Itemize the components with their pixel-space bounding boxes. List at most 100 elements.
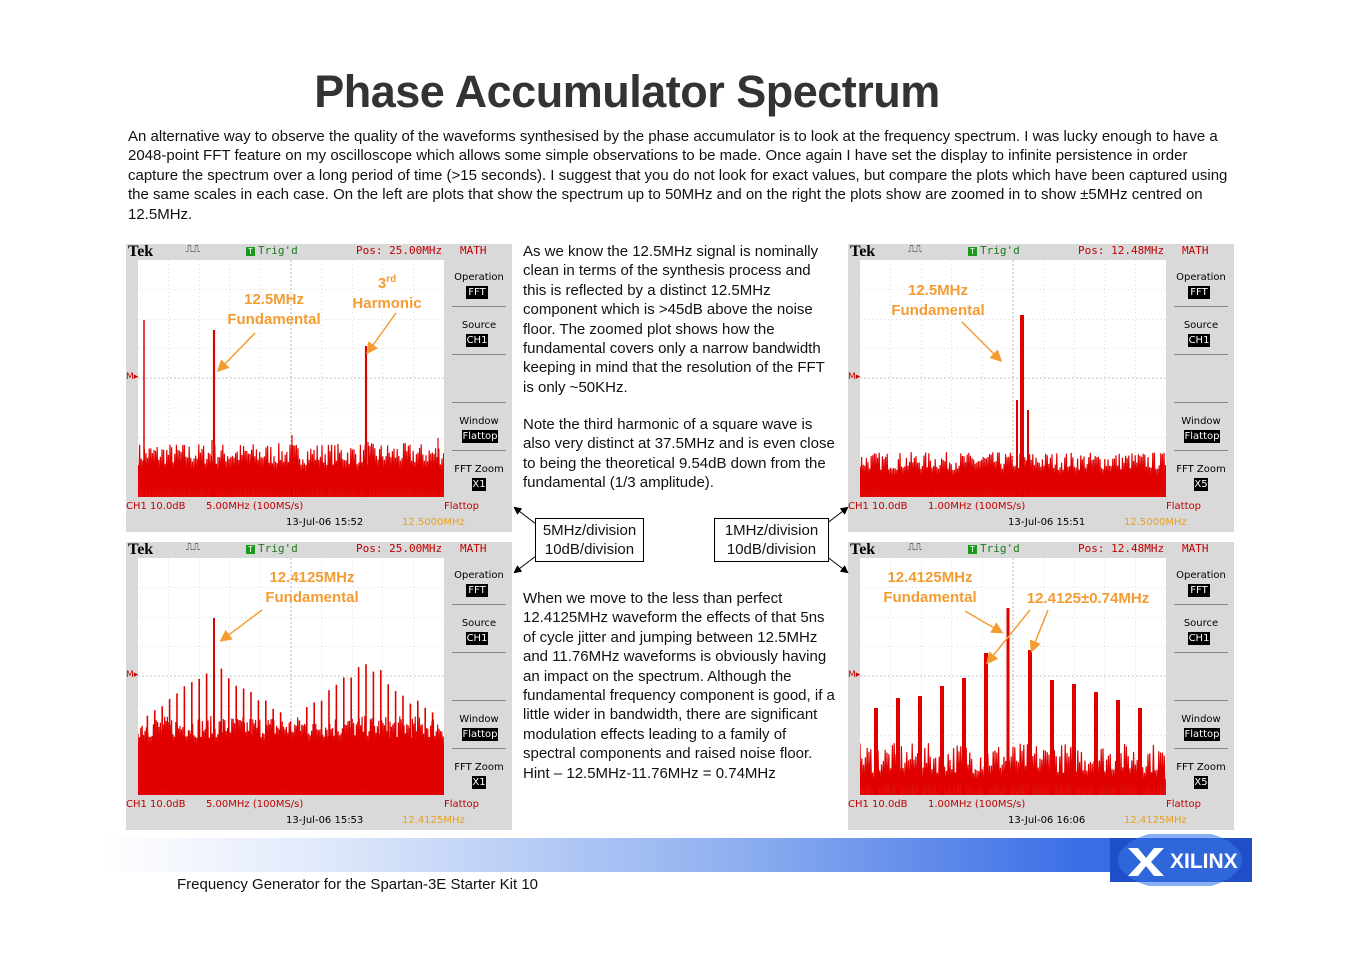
source-value[interactable]: CH1 [466,334,488,347]
window-value[interactable]: Flattop [1184,430,1220,443]
menu-side-panel: Operation FFT Source CH1 Window Flattop … [446,558,512,804]
scope-header: Tek ⎍⎍ T Trig'd Pos: 25.00MHz MATH [126,542,512,558]
window-value[interactable]: Flattop [462,430,498,443]
spectral-peak [343,677,345,795]
source-value[interactable]: CH1 [1188,334,1210,347]
position-readout: Pos: 25.00MHz [356,542,443,555]
span-readout: 1.00MHz (100MS/s) [928,501,1026,512]
spectral-peak [365,664,367,795]
spectral-peak [212,330,216,497]
spectral-peak [183,686,186,795]
math-marker: M▸ [848,372,861,382]
spectral-peak [984,653,988,795]
acquisition-icon: ⎍⎍ [908,244,922,255]
menu-side-panel: Operation FFT Source CH1 Window Flattop … [1168,558,1234,804]
scale-box-right: 1MHz/division 10dB/division [714,518,829,562]
trigger-status: T Trig'd [246,244,298,257]
spectral-peak [220,668,223,795]
footer-text: Frequency Generator for the Spartan-3E S… [177,876,539,893]
window-value[interactable]: Flattop [1184,728,1220,741]
scope-fullspan-12-4125: Tek ⎍⎍ T Trig'd Pos: 25.00MHz MATH Operat… [126,542,512,830]
page-title: Phase Accumulator Spectrum [314,66,940,117]
spectral-peak [228,678,230,795]
spectral-peak [306,707,308,795]
fft-zoom-label: FFT Zoom [1176,464,1226,475]
source-label: Source [461,618,497,629]
fft-zoom-label: FFT Zoom [1176,762,1226,773]
fft-zoom-value[interactable]: X1 [472,776,486,789]
menu-side-panel: Operation FFT Source CH1 Window Flattop … [446,260,512,506]
spectral-peak [424,707,426,795]
spectrum-display [138,260,444,497]
spectral-peak [372,671,375,795]
arrow-box-left-down [513,555,537,574]
arrow-box-left-up [513,506,537,525]
noise-fill [138,471,444,497]
window-label: Window [1181,714,1221,725]
spectral-peak [265,700,267,795]
math-label: MATH [1182,542,1209,555]
span-readout: 5.00MHz (100MS/s) [206,799,304,810]
spectrum-display [860,260,1166,497]
annotation-third-harmonic: 3rd Harmonic [352,274,422,312]
scope-header: Tek ⎍⎍ T Trig'd Pos: 12.48MHz MATH [848,542,1234,558]
spectral-peak [1028,650,1032,795]
math-label: MATH [460,244,487,257]
tek-brand: Tek [128,542,154,558]
window-value[interactable]: Flattop [462,728,498,741]
window-readout: Flattop [444,501,479,512]
xilinx-logo: XILINX [1110,834,1252,886]
position-readout: Pos: 12.48MHz [1078,244,1165,257]
window-label: Window [1181,416,1221,427]
fft-zoom-value[interactable]: X1 [472,478,486,491]
center-frequency: 12.4125MHz [1124,815,1187,826]
spectral-peak [364,346,368,497]
operation-value[interactable]: FFT [466,584,488,597]
center-frequency: 12.5000MHz [1124,517,1187,528]
spectral-peak [350,677,352,795]
spectral-peak [168,699,171,795]
channel-scale: CH1 10.0dB [126,799,186,810]
fft-zoom-label: FFT Zoom [454,464,504,475]
operation-value[interactable]: FFT [1188,286,1210,299]
spectral-peak [437,438,439,497]
trigger-status: T Trig'd [968,542,1020,555]
source-label: Source [1183,320,1219,331]
acquisition-icon: ⎍⎍ [186,244,200,255]
trigger-status: T Trig'd [968,244,1020,257]
operation-label: Operation [1176,272,1226,283]
center-frequency: 12.5000MHz [402,517,465,528]
timestamp: 13-Jul-06 15:51 [1008,517,1086,528]
tek-brand: Tek [850,542,876,558]
position-readout: Pos: 25.00MHz [356,244,443,257]
scope-header: Tek ⎍⎍ T Trig'd Pos: 25.00MHz MATH [126,244,512,260]
spectral-peak [367,442,369,497]
operation-label: Operation [1176,570,1226,581]
operation-label: Operation [454,272,504,283]
trigger-icon: T [968,246,977,256]
fft-zoom-value[interactable]: X5 [1194,478,1208,491]
spectral-peak [896,698,900,795]
text-top-1: As we know the 12.5MHz signal is nominal… [523,243,825,396]
source-value[interactable]: CH1 [1188,632,1210,645]
acquisition-icon: ⎍⎍ [186,542,200,553]
spectral-peak [357,667,360,795]
timestamp: 13-Jul-06 15:52 [286,517,364,528]
math-label: MATH [460,542,487,555]
spectral-peak [161,706,163,795]
operation-value[interactable]: FFT [466,286,488,299]
spectral-peak [320,700,323,795]
source-value[interactable]: CH1 [466,632,488,645]
source-label: Source [1183,618,1219,629]
center-frequency: 12.4125MHz [402,815,465,826]
spectral-peak [874,708,878,795]
noise-floor-trace [138,716,444,795]
spectral-peak [211,440,213,497]
fft-zoom-value[interactable]: X5 [1194,776,1208,789]
channel-scale: CH1 10.0dB [848,799,908,810]
operation-value[interactable]: FFT [1188,584,1210,597]
spectral-peak [409,703,412,795]
spectral-peak [213,618,215,795]
spectral-peak [417,700,419,795]
trigger-icon: T [246,544,255,554]
